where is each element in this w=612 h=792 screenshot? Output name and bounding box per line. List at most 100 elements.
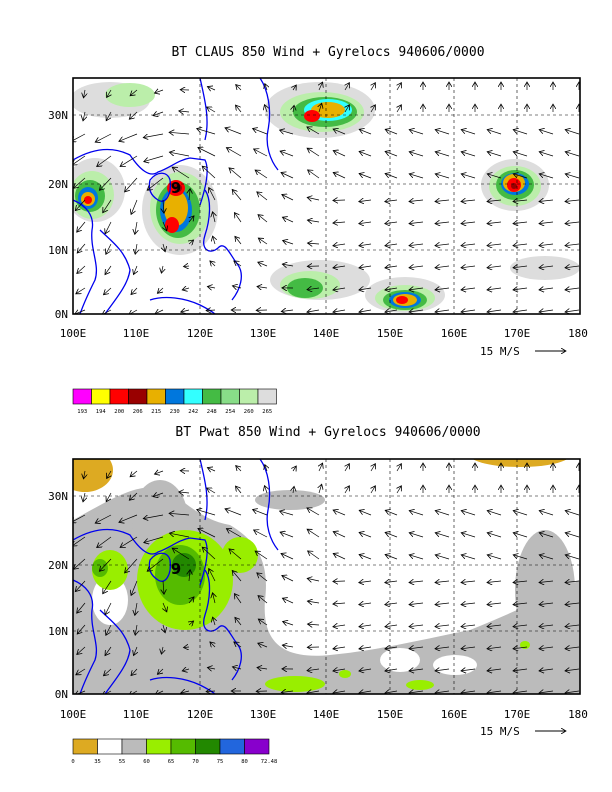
top-lon-label: 170E xyxy=(504,327,531,340)
wind-vector xyxy=(293,105,294,113)
wind-vector xyxy=(333,310,346,312)
wind-vector xyxy=(565,266,580,268)
wind-vector xyxy=(77,624,86,634)
wind-vector xyxy=(333,151,346,157)
top-lat-label: 20N xyxy=(48,178,68,191)
wind-vector xyxy=(539,691,554,693)
bottom-map-frame xyxy=(72,458,581,695)
wind-vector xyxy=(307,669,320,671)
wind-vector xyxy=(105,221,112,234)
top-lon-label: 110E xyxy=(123,327,150,340)
wind-vector xyxy=(281,691,294,693)
wind-vector xyxy=(565,511,580,516)
wind-vector xyxy=(359,200,372,202)
wind-vector xyxy=(210,642,215,647)
wind-vector xyxy=(333,625,346,627)
wind-vector xyxy=(513,174,528,179)
colorbar-label: 193 xyxy=(77,409,87,415)
bottom-lon-labels: 100E 110E 120E 130E 140E 150E 160E 170E … xyxy=(60,708,588,721)
wind-vector xyxy=(169,132,190,134)
wind-vector xyxy=(461,288,476,290)
wind-vector xyxy=(333,200,346,201)
wind-vector xyxy=(106,492,112,502)
wind-vector xyxy=(125,177,138,192)
wind-vector xyxy=(409,130,424,135)
wind-vector xyxy=(435,533,450,538)
wind-vector xyxy=(409,222,424,224)
bottom-lat-labels: 30N 20N 10N 0N xyxy=(48,490,68,701)
colorbar-label: 70 xyxy=(192,759,199,765)
wind-vector xyxy=(319,103,322,113)
wind-vector xyxy=(307,310,320,312)
wind-vector xyxy=(409,244,424,246)
wind-vector xyxy=(513,244,528,246)
wind-vector xyxy=(257,668,268,670)
wind-vector xyxy=(169,152,190,157)
wind-vector xyxy=(359,244,372,246)
wind-vector xyxy=(129,492,138,500)
wind-vector xyxy=(359,532,372,538)
wind-vector xyxy=(207,107,216,113)
wind-vector xyxy=(539,174,554,179)
wind-vector xyxy=(236,105,242,113)
colorbar-swatch xyxy=(165,388,185,405)
colorbar-swatch xyxy=(72,388,92,405)
wind-vector xyxy=(153,112,164,116)
wind-vector xyxy=(539,669,554,671)
wind-vector xyxy=(487,511,502,516)
wind-vector xyxy=(487,581,502,583)
wind-vector xyxy=(333,532,346,538)
wind-vector xyxy=(308,551,320,560)
wind-vector xyxy=(461,647,476,649)
wind-vector xyxy=(189,240,194,244)
wind-vector xyxy=(77,243,86,253)
wind-vector xyxy=(345,486,349,494)
wind-vector xyxy=(565,691,580,693)
wind-vector xyxy=(461,200,476,202)
wind-vector xyxy=(120,155,138,167)
top-lat-label: 0N xyxy=(55,308,68,321)
bottom-reference-vector-label: 15 M/S xyxy=(480,725,520,738)
wind-vector xyxy=(435,174,450,179)
wind-vector xyxy=(397,105,401,113)
top-panel-title: BT CLAUS 850 Wind + Gyrelocs 940606/0000 xyxy=(171,45,484,60)
colorbar-label: 60 xyxy=(143,759,150,765)
wind-vector xyxy=(236,466,241,471)
wind-vector xyxy=(103,580,112,594)
wind-vector xyxy=(307,508,320,516)
wind-vector xyxy=(281,554,294,560)
wind-vector xyxy=(385,532,398,538)
bottom-panel-title: BT Pwat 850 Wind + Gyrelocs 940606/0000 xyxy=(175,425,480,440)
wind-vector xyxy=(461,152,476,157)
top-lat-labels: 30N 20N 10N 0N xyxy=(48,109,68,321)
wind-vector xyxy=(202,547,216,560)
wind-vector xyxy=(258,262,268,266)
top-lat-label: 10N xyxy=(48,244,68,257)
wind-vector xyxy=(513,511,528,516)
wind-vector xyxy=(565,130,580,135)
wind-vector xyxy=(84,470,86,479)
wind-vector xyxy=(461,625,476,627)
wind-vector xyxy=(487,288,502,290)
wind-vector xyxy=(258,215,268,223)
colorbar-swatch xyxy=(146,388,166,405)
wind-vector xyxy=(461,266,476,268)
wind-vector xyxy=(385,151,398,157)
wind-vector xyxy=(206,691,216,692)
wind-vector xyxy=(513,647,528,649)
wind-vector xyxy=(409,288,424,290)
bottom-map: 9 xyxy=(73,459,580,694)
wind-vector xyxy=(235,236,242,245)
wind-vector xyxy=(234,213,242,223)
wind-vector xyxy=(333,510,346,516)
wind-vector xyxy=(461,581,476,583)
wind-vector xyxy=(207,488,216,494)
wind-vector xyxy=(103,199,112,213)
colorbar-label: 35 xyxy=(94,759,101,765)
wind-vector xyxy=(385,310,398,312)
wind-vector xyxy=(565,625,580,627)
wind-vector xyxy=(308,243,320,244)
wind-vector xyxy=(293,486,294,494)
wind-vector xyxy=(189,216,194,223)
wind-vector xyxy=(565,222,580,224)
